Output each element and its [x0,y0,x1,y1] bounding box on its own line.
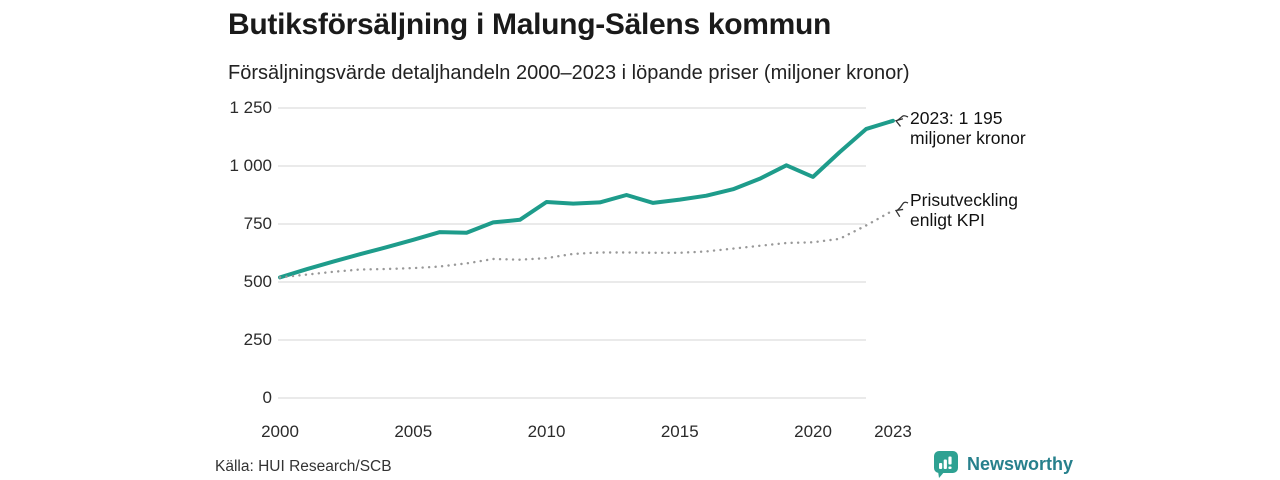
newsworthy-logo: Newsworthy [933,449,1073,479]
y-tick-label: 500 [243,272,272,291]
y-tick-label: 1 250 [229,98,272,117]
x-tick-label: 2023 [874,422,912,441]
annotation-kpi-line2: enligt KPI [910,210,985,230]
chart-title: Butiksförsäljning i Malung-Sälens kommun [228,8,832,41]
x-tick-label: 2000 [261,422,299,441]
annotation-arrow-kpi [897,201,909,211]
newsworthy-logo-icon [934,450,958,478]
sales-line [278,118,895,280]
x-tick-label: 2015 [660,422,699,441]
kpi-line [278,209,895,279]
chart-subtitle: Försäljningsvärde detaljhandeln 2000–202… [228,62,910,84]
y-tick-label: 1 000 [229,156,272,175]
annotation-sales-2023: 2023: 1 195 miljoner kronor [910,108,1060,148]
y-tick-label: 0 [262,388,272,407]
y-tick-label: 250 [243,330,272,349]
x-tick-label: 2020 [794,422,832,441]
newsworthy-logo-text: Newsworthy [967,453,1074,474]
annotation-sales-line1: 2023: 1 195 [910,108,1003,128]
y-tick-label: 750 [243,214,272,233]
x-tick-label: 2010 [527,422,566,441]
annotation-kpi-line1: Prisutveckling [910,190,1018,210]
annotation-kpi: Prisutveckling enligt KPI [910,190,1060,230]
source-credit: Källa: HUI Research/SCB [215,458,392,475]
arrowhead [894,208,904,218]
x-tick-label: 2005 [394,422,433,441]
annotation-sales-line2: miljoner kronor [910,128,1026,148]
arrowhead [894,118,904,127]
